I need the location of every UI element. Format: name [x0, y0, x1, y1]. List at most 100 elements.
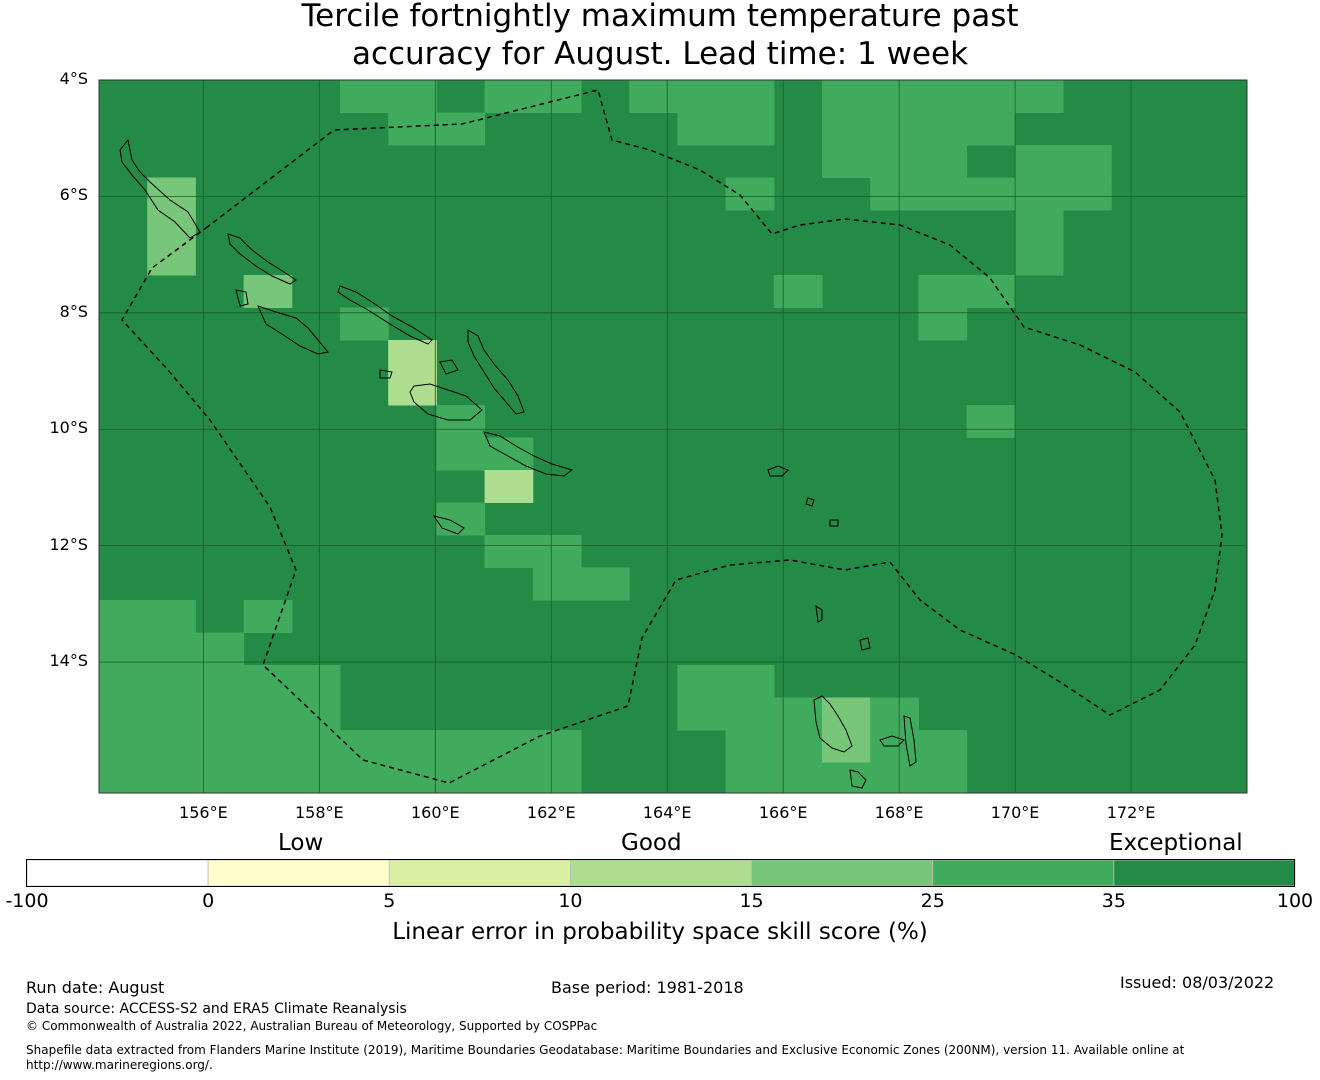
grid-cell	[1014, 145, 1064, 178]
grid-cell	[243, 730, 293, 763]
grid-cell	[870, 145, 919, 178]
grid-cell	[870, 112, 919, 146]
issued-date: Issued: 08/03/2022	[1120, 973, 1275, 992]
grid-cell	[629, 80, 678, 113]
grid-cell	[291, 697, 341, 731]
category-exceptional-label: Exceptional	[1109, 830, 1243, 856]
island-makira	[483, 431, 574, 477]
grid-cell	[388, 112, 437, 146]
grid-cell	[918, 275, 968, 308]
colorbar-tick-label: -100	[5, 890, 49, 912]
grid-cell	[773, 275, 823, 308]
shapefile-credit-line-1: Shapefile data extracted from Flanders M…	[26, 1043, 1185, 1057]
colorbar-frame	[26, 859, 1295, 887]
map-title-line-2: accuracy for August. Lead time: 1 week	[351, 36, 969, 72]
grid-cell	[99, 665, 148, 698]
grid-cell	[243, 762, 293, 794]
longitude-tick-label: 160°E	[410, 803, 460, 822]
island-santa-cruz	[767, 465, 789, 477]
grid-cell	[677, 697, 727, 731]
grid-cell	[966, 177, 1016, 211]
grid-cell	[677, 80, 727, 113]
grid-cell	[870, 80, 919, 113]
grid-cell	[966, 405, 1016, 438]
grid-cell	[195, 730, 245, 763]
grid-cell	[340, 730, 389, 763]
grid-cell	[484, 470, 534, 503]
grid-cell	[822, 762, 871, 794]
grid-cell	[966, 80, 1016, 113]
grid-cell	[725, 112, 775, 146]
category-low-label: Low	[278, 830, 324, 856]
grid-cell	[195, 632, 245, 666]
grid-cell	[147, 762, 196, 794]
grid-cell	[532, 535, 582, 568]
island-florida-islands	[439, 359, 459, 375]
grid-cell	[725, 730, 775, 763]
grid-cell	[147, 177, 196, 211]
colorbar-segment	[388, 859, 571, 887]
longitude-tick-label: 166°E	[758, 803, 808, 822]
grid-cell	[532, 730, 582, 763]
grid-cell	[436, 730, 486, 763]
grid-cell	[1014, 242, 1064, 276]
island-malekula	[849, 769, 867, 789]
island-ambae	[879, 735, 905, 747]
grid-cell	[822, 112, 871, 146]
island-choiseul	[227, 233, 297, 285]
data-source: Data source: ACCESS-S2 and ERA5 Climate …	[26, 1001, 407, 1017]
colorbar-tick-label: 0	[202, 890, 215, 912]
island-vanikoro	[805, 497, 815, 507]
grid-cell	[822, 697, 871, 731]
grid-cell	[918, 177, 968, 211]
grid-cell	[243, 697, 293, 731]
grid-cell	[773, 762, 823, 794]
grid-cell	[484, 535, 534, 568]
island-banks-islands	[859, 637, 871, 651]
grid-cell	[725, 177, 775, 211]
grid-cell	[677, 112, 727, 146]
grid-cell	[1014, 80, 1064, 113]
grid-cell	[532, 762, 582, 794]
colorbar-axis-label: Linear error in probability space skill …	[392, 919, 928, 945]
latitude-tick-label: 14°S	[49, 651, 88, 671]
grid-cell	[436, 762, 486, 794]
grid-cell	[532, 567, 582, 601]
grid-cell	[340, 80, 389, 113]
grid-cell	[436, 405, 486, 438]
grid-cell	[99, 632, 148, 666]
grid-cell	[870, 762, 919, 794]
colorbar-segment	[1113, 859, 1296, 887]
grid-cell	[918, 762, 968, 794]
latitude-tick-label: 6°S	[59, 185, 88, 205]
colorbar-tick-label: 5	[383, 890, 396, 912]
longitude-tick-label: 158°E	[294, 803, 344, 822]
copyright: © Commonwealth of Australia 2022, Austra…	[26, 1019, 598, 1033]
grid-cell	[725, 80, 775, 113]
grid-cell	[822, 145, 871, 178]
grid-cell	[340, 762, 389, 794]
grid-cell	[388, 80, 437, 113]
island-vella-lavella	[235, 289, 249, 307]
map-title-line-1: Tercile fortnightly maximum temperature …	[301, 0, 1019, 34]
grid-cell	[195, 697, 245, 731]
grid-cell	[822, 730, 871, 763]
colorbar-segment	[570, 859, 752, 887]
colorbar-segment	[26, 859, 209, 887]
latitude-tick-label: 8°S	[59, 301, 88, 321]
grid-cell	[436, 437, 486, 471]
longitude-tick-label: 172°E	[1106, 803, 1156, 822]
island-new-georgia	[257, 305, 329, 355]
grid-cell	[291, 762, 341, 794]
island-utupua	[829, 519, 839, 527]
colorbar-segment	[207, 859, 390, 887]
island-pentecost	[903, 715, 917, 767]
grid-cell	[291, 665, 341, 698]
grid-cell	[147, 665, 196, 698]
colorbar-segment	[751, 859, 934, 887]
grid-cell	[725, 697, 775, 731]
longitude-tick-label: 164°E	[642, 803, 692, 822]
grid-cell	[1014, 177, 1064, 211]
island-malaita	[467, 329, 525, 415]
grid-cell	[99, 600, 148, 633]
